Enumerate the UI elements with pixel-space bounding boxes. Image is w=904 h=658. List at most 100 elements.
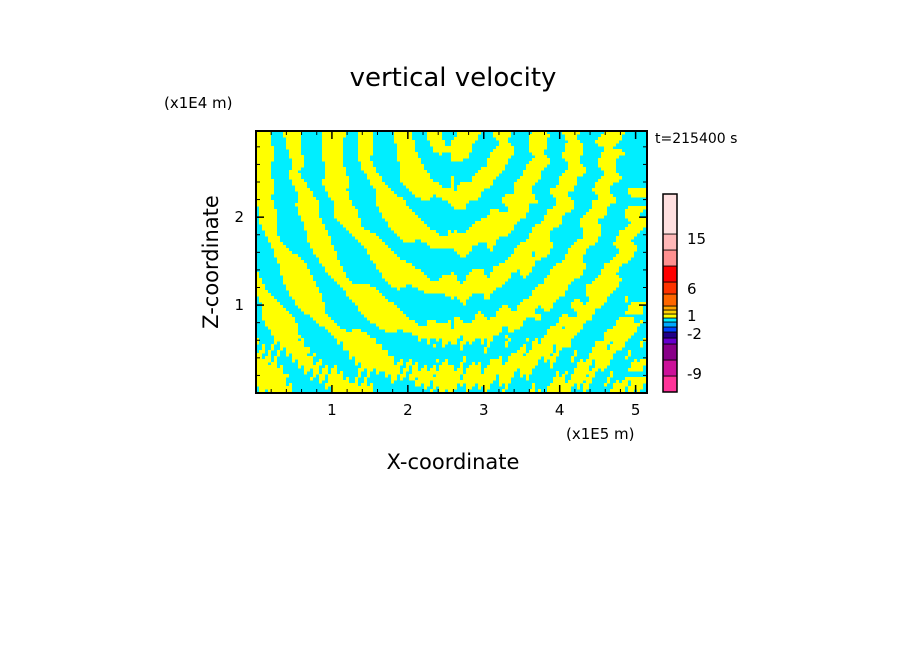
positive-velocity-cell [268,350,271,354]
positive-velocity-cell [421,368,427,372]
positive-velocity-cell [292,167,301,171]
positive-velocity-cell [502,305,508,309]
positive-velocity-cell [421,239,496,243]
positive-velocity-cell [583,215,604,219]
positive-velocity-cell [376,263,412,267]
positive-velocity-cell [550,272,583,276]
positive-velocity-cell [532,341,538,345]
positive-velocity-cell [259,209,277,213]
positive-velocity-cell [487,242,496,246]
positive-velocity-cell [475,221,517,225]
positive-velocity-cell [502,389,505,393]
positive-velocity-cell [412,368,418,372]
positive-velocity-cell [499,143,511,147]
positive-velocity-cell [256,179,274,183]
positive-velocity-cell [403,368,409,372]
positive-velocity-cell [343,224,361,228]
positive-velocity-cell [355,356,394,360]
positive-velocity-cell [562,173,583,177]
colorbar-label: 1 [687,307,697,325]
positive-velocity-cell [346,293,382,297]
positive-velocity-cell [427,131,442,135]
positive-velocity-cell [550,191,568,195]
positive-velocity-cell [316,254,337,258]
positive-velocity-cell [400,161,421,165]
positive-velocity-cell [304,227,325,231]
positive-velocity-cell [424,290,493,294]
positive-velocity-cell [376,188,391,192]
positive-velocity-cell [535,251,550,255]
positive-velocity-cell [361,383,367,387]
positive-velocity-cell [529,149,544,153]
positive-velocity-cell [313,353,316,357]
positive-velocity-cell [607,377,610,381]
positive-velocity-cell [550,359,556,363]
positive-velocity-cell [271,242,283,246]
positive-velocity-cell [442,338,457,342]
positive-velocity-cell [625,299,628,303]
positive-velocity-cell [310,242,331,246]
positive-velocity-cell [457,296,469,300]
positive-velocity-cell [556,374,559,378]
positive-velocity-cell [487,338,493,342]
positive-velocity-cell [526,353,550,357]
positive-velocity-cell [517,305,538,309]
positive-velocity-cell [259,299,277,303]
positive-velocity-cell [559,317,592,321]
positive-velocity-cell [286,146,301,150]
positive-velocity-cell [256,284,265,288]
positive-velocity-cell [613,242,634,246]
positive-velocity-cell [484,296,490,300]
positive-velocity-cell [256,353,262,357]
positive-velocity-cell [376,203,406,207]
positive-velocity-cell [628,224,646,228]
positive-velocity-cell [256,161,271,165]
positive-velocity-cell [322,131,346,135]
positive-velocity-cell [562,374,565,378]
positive-velocity-cell [457,251,469,255]
positive-velocity-cell [583,386,589,390]
positive-velocity-cell [295,299,322,303]
positive-velocity-cell [370,383,373,387]
positive-velocity-cell [328,272,346,276]
positive-velocity-cell [283,134,301,138]
positive-velocity-cell [256,374,289,378]
positive-velocity-cell [274,338,298,342]
positive-velocity-cell [295,302,325,306]
positive-velocity-cell [565,158,580,162]
positive-velocity-cell [544,215,562,219]
positive-velocity-cell [343,344,382,348]
colorbar-level [662,305,678,311]
positive-velocity-cell [256,191,274,195]
positive-velocity-cell [358,155,370,159]
positive-velocity-cell [256,146,274,150]
positive-velocity-cell [448,320,451,324]
positive-velocity-cell [595,278,622,282]
positive-velocity-cell [298,212,319,216]
positive-velocity-cell [289,383,292,387]
positive-velocity-cell [292,164,304,168]
positive-velocity-cell [556,200,574,204]
colorbar-level [662,293,678,307]
positive-velocity-cell [559,179,577,183]
positive-velocity-cell [550,383,574,387]
positive-velocity-cell [337,218,361,222]
positive-velocity-cell [385,218,421,222]
positive-velocity-cell [385,329,397,333]
positive-velocity-cell [514,182,535,186]
positive-velocity-cell [460,365,463,369]
positive-velocity-cell [502,200,538,204]
positive-velocity-cell [406,362,412,366]
positive-velocity-cell [370,182,385,186]
positive-velocity-cell [316,362,322,366]
positive-velocity-cell [286,347,310,351]
positive-velocity-cell [256,200,274,204]
positive-velocity-cell [628,305,643,309]
positive-velocity-cell [520,176,541,180]
positive-velocity-cell [568,140,580,144]
positive-velocity-cell [418,287,496,291]
colorbar-level [662,281,678,295]
positive-velocity-cell [325,386,328,390]
positive-velocity-cell [589,353,613,357]
positive-velocity-cell [265,233,277,237]
